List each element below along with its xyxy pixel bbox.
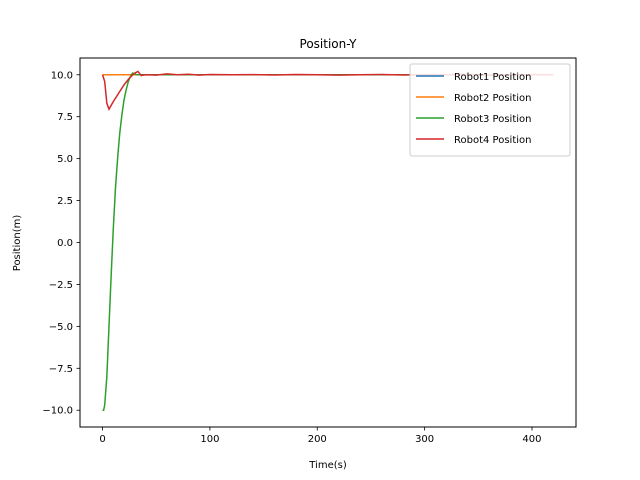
y-tick-label: 7.5 [57, 112, 73, 123]
x-tick-label: 300 [415, 434, 434, 445]
legend: Robot1 Position Robot2 Position Robot3 Pos… [409, 63, 571, 157]
x-axis-label: Time(s) [308, 460, 347, 471]
x-tick-label: 200 [308, 434, 327, 445]
legend-label-1: Robot1 Position [454, 72, 531, 83]
y-axis: −10.0 −7.5 −5.0 −2.5 0.0 2.5 5.0 7.5 10.0 [42, 70, 80, 417]
y-tick-label: −5.0 [49, 322, 73, 333]
legend-label-2: Robot2 Position [454, 93, 531, 104]
y-tick-label: −10.0 [42, 406, 73, 417]
x-axis: 0 100 200 300 400 [99, 427, 542, 445]
legend-label-4: Robot4 Position [454, 135, 531, 146]
y-tick-label: 2.5 [57, 196, 73, 207]
chart-title: Position-Y [300, 37, 358, 51]
axes-frame [79, 57, 577, 428]
y-tick-label: −2.5 [49, 280, 73, 291]
y-tick-label: 10.0 [51, 70, 73, 81]
y-tick-label: −7.5 [49, 364, 73, 375]
x-tick-label: 400 [522, 434, 541, 445]
y-tick-label: 0.0 [57, 238, 73, 249]
x-tick-label: 0 [99, 434, 105, 445]
y-tick-label: 5.0 [57, 154, 73, 165]
legend-box [409, 63, 571, 157]
y-axis-label: Position(m) [12, 215, 23, 272]
legend-label-3: Robot3 Position [454, 114, 531, 125]
x-tick-label: 100 [200, 434, 219, 445]
